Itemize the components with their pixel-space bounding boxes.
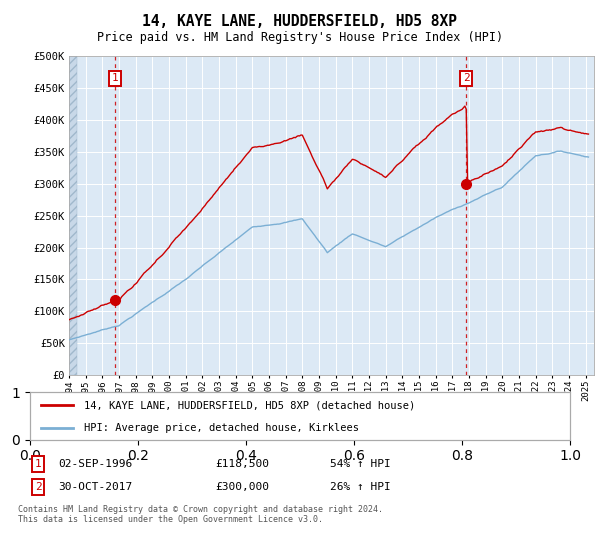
- Text: 26% ↑ HPI: 26% ↑ HPI: [330, 482, 391, 492]
- Text: 30-OCT-2017: 30-OCT-2017: [58, 482, 132, 492]
- Text: 14, KAYE LANE, HUDDERSFIELD, HD5 8XP (detached house): 14, KAYE LANE, HUDDERSFIELD, HD5 8XP (de…: [84, 400, 415, 410]
- Text: 14, KAYE LANE, HUDDERSFIELD, HD5 8XP: 14, KAYE LANE, HUDDERSFIELD, HD5 8XP: [143, 14, 458, 29]
- Text: £118,500: £118,500: [215, 459, 269, 469]
- Text: 02-SEP-1996: 02-SEP-1996: [58, 459, 132, 469]
- Text: Price paid vs. HM Land Registry's House Price Index (HPI): Price paid vs. HM Land Registry's House …: [97, 31, 503, 44]
- Text: 1: 1: [112, 73, 118, 83]
- Text: £300,000: £300,000: [215, 482, 269, 492]
- Text: 2: 2: [463, 73, 470, 83]
- Text: Contains HM Land Registry data © Crown copyright and database right 2024.
This d: Contains HM Land Registry data © Crown c…: [18, 505, 383, 524]
- Text: 2: 2: [35, 482, 41, 492]
- Text: HPI: Average price, detached house, Kirklees: HPI: Average price, detached house, Kirk…: [84, 423, 359, 433]
- Text: 54% ↑ HPI: 54% ↑ HPI: [330, 459, 391, 469]
- Text: 1: 1: [35, 459, 41, 469]
